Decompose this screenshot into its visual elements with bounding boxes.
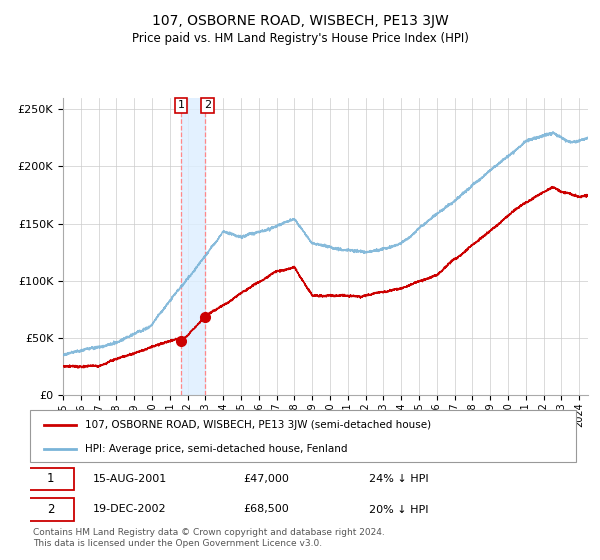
Text: Price paid vs. HM Land Registry's House Price Index (HPI): Price paid vs. HM Land Registry's House … [131,32,469,45]
Text: 20% ↓ HPI: 20% ↓ HPI [368,505,428,515]
Text: 107, OSBORNE ROAD, WISBECH, PE13 3JW: 107, OSBORNE ROAD, WISBECH, PE13 3JW [152,14,448,28]
Text: 19-DEC-2002: 19-DEC-2002 [93,505,166,515]
Text: Contains HM Land Registry data © Crown copyright and database right 2024.
This d: Contains HM Land Registry data © Crown c… [33,528,385,548]
Text: £47,000: £47,000 [243,474,289,484]
Text: 24% ↓ HPI: 24% ↓ HPI [368,474,428,484]
Text: 15-AUG-2001: 15-AUG-2001 [93,474,167,484]
FancyBboxPatch shape [30,410,576,462]
FancyBboxPatch shape [27,498,74,521]
Text: 1: 1 [47,473,55,486]
Text: 2: 2 [204,100,211,110]
Text: 1: 1 [178,100,184,110]
Bar [181,98,205,395]
Text: £68,500: £68,500 [243,505,289,515]
FancyBboxPatch shape [27,468,74,490]
Text: 107, OSBORNE ROAD, WISBECH, PE13 3JW (semi-detached house): 107, OSBORNE ROAD, WISBECH, PE13 3JW (se… [85,420,431,430]
Text: HPI: Average price, semi-detached house, Fenland: HPI: Average price, semi-detached house,… [85,444,347,454]
Text: 2: 2 [47,503,55,516]
